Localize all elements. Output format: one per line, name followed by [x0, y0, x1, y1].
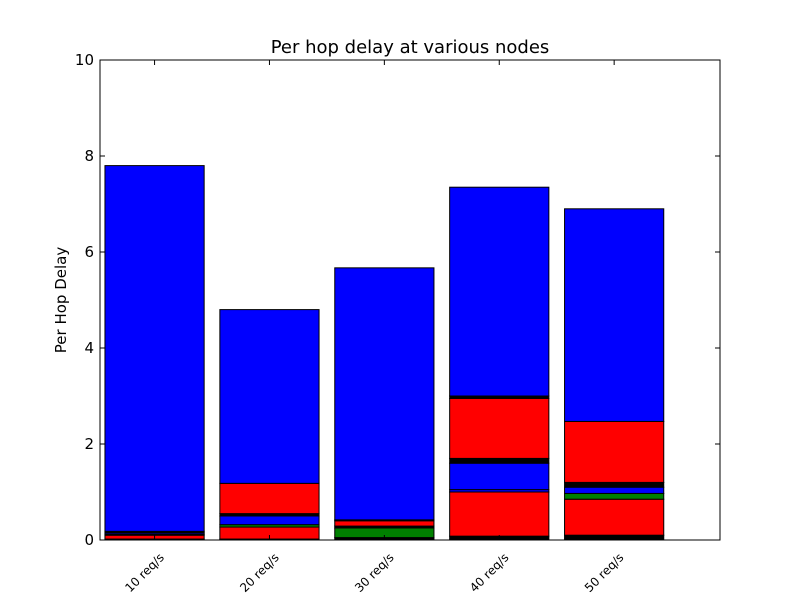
bar-segment [449, 397, 550, 459]
bar-segment [564, 486, 665, 494]
bar-segment [219, 515, 320, 526]
x-tick-label: 30 req/s [352, 550, 397, 595]
y-tick-label: 8 [84, 147, 94, 165]
bar-segment [334, 520, 435, 527]
x-tick-label: 20 req/s [237, 550, 282, 595]
y-tick-label: 10 [75, 51, 94, 69]
bar-segment [219, 309, 320, 484]
bars [104, 165, 665, 541]
bar-segment [449, 462, 550, 491]
y-tick-label: 6 [84, 243, 94, 261]
bar-segment [219, 482, 320, 515]
bar-segment [564, 420, 665, 483]
plot-area-frame [99, 59, 721, 541]
bar-segment [449, 457, 550, 464]
y-tick-label: 2 [84, 435, 94, 453]
bar-segment [104, 165, 205, 532]
x-tick-label: 40 req/s [467, 550, 512, 595]
y-axis-label: Per Hop Delay [52, 247, 70, 354]
y-tick-label: 4 [84, 339, 94, 357]
bar-segment [334, 267, 435, 521]
bar-segment [564, 492, 665, 500]
bar-segment [449, 491, 550, 537]
bar-segment [449, 186, 550, 397]
x-tick-label: 50 req/s [582, 550, 627, 595]
y-tick-label: 0 [84, 531, 94, 549]
bar-segment [564, 498, 665, 536]
bar-segment [564, 481, 665, 488]
x-tick-label: 10 req/s [122, 550, 167, 595]
chart-title: Per hop delay at various nodes [271, 37, 550, 58]
bar-segment [564, 208, 665, 422]
